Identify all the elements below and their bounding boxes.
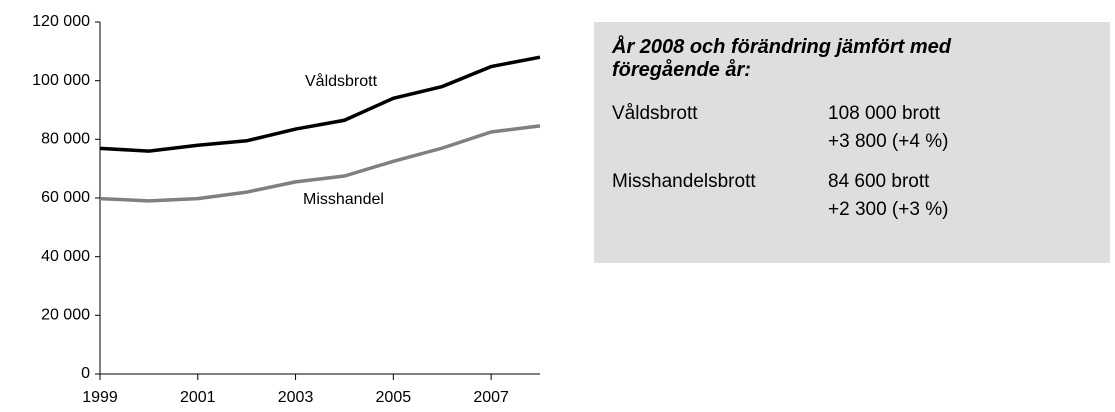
x-tick-label: 2001 — [180, 389, 216, 406]
row-label: Våldsbrott — [612, 103, 698, 124]
row-value: 84 600 brott — [828, 171, 930, 192]
row-values: 108 000 brott +3 800 (+4 %) — [828, 100, 948, 156]
x-tick-label: 2007 — [473, 389, 509, 406]
y-tick-label: 100 000 — [32, 72, 90, 89]
info-title: År 2008 och förändring jämfört med föreg… — [612, 36, 951, 81]
y-tick-label: 20 000 — [41, 307, 90, 324]
row-value: +2 300 (+3 %) — [828, 199, 949, 220]
info-row: Våldsbrott 108 000 brott +3 800 (+4 %) — [612, 100, 1092, 156]
chart: 0 20 000 40 000 60 000 80 000 100 000 120 000 1… — [32, 13, 541, 406]
series-label: Misshandel — [303, 191, 384, 208]
x-tick-label: 1999 — [82, 389, 118, 406]
y-tick-label: 120 000 — [32, 13, 90, 30]
row-label: Misshandelsbrott — [612, 171, 756, 192]
y-tick-label: 80 000 — [41, 131, 90, 148]
x-tick-label: 2005 — [376, 389, 412, 406]
y-tick-label: 0 — [81, 365, 90, 382]
row-value: +3 800 (+4 %) — [828, 131, 949, 152]
y-tick-label: 40 000 — [41, 248, 90, 265]
x-tick-label: 2003 — [278, 389, 314, 406]
y-tick-label: 60 000 — [41, 189, 90, 206]
info-row: Misshandelsbrott 84 600 brott +2 300 (+3 … — [612, 168, 1092, 224]
row-value: 108 000 brott — [828, 103, 940, 124]
series-line — [99, 55, 541, 153]
info-box: År 2008 och förändring jämfört med föreg… — [594, 22, 1110, 263]
row-values: 84 600 brott +2 300 (+3 %) — [828, 168, 948, 224]
series-label: Våldsbrott — [305, 72, 378, 90]
series-line — [99, 124, 541, 203]
